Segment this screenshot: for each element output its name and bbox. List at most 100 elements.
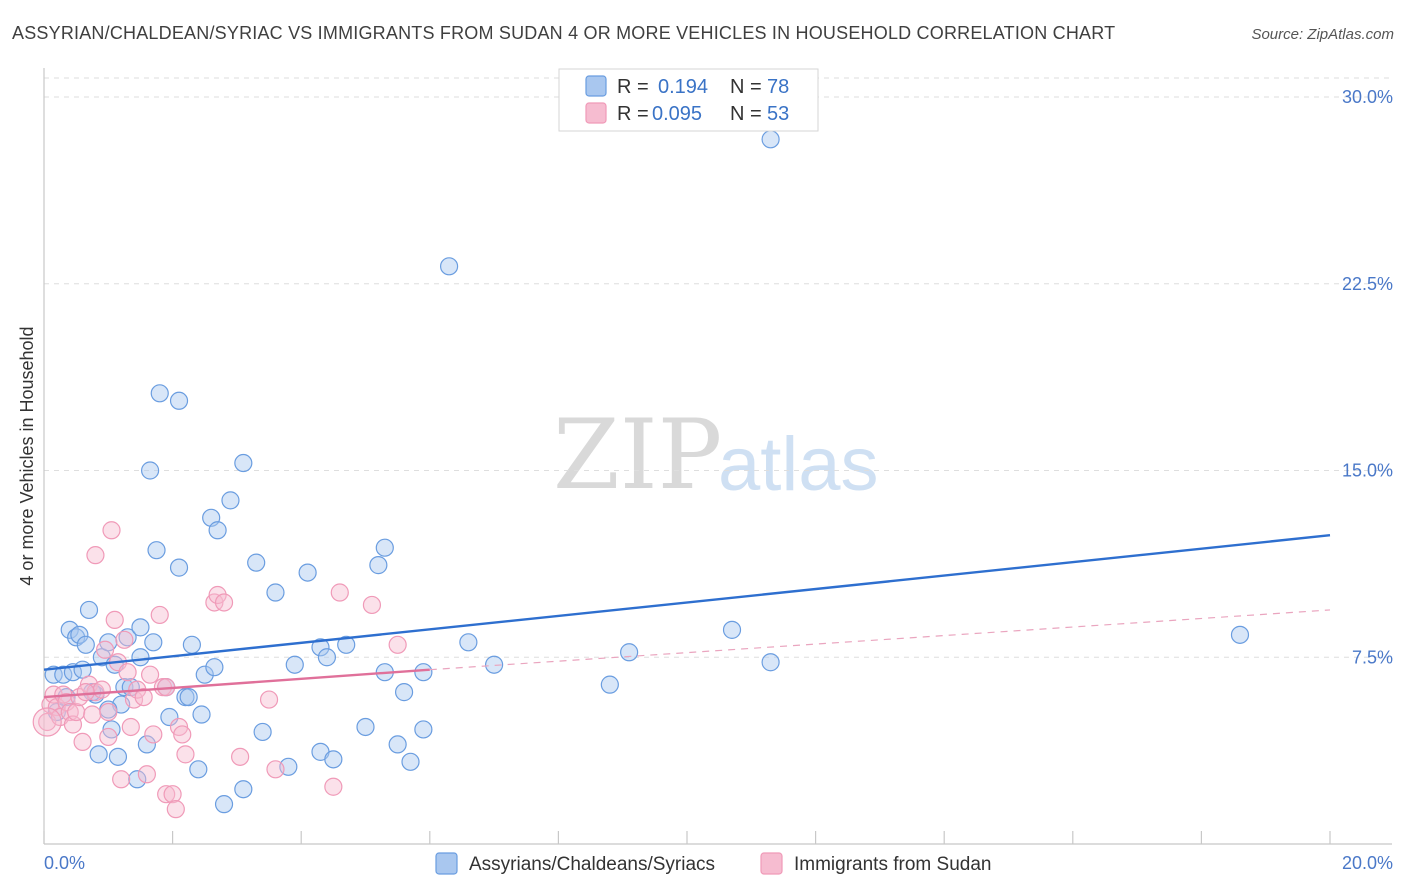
point-assyrians-26 xyxy=(147,541,166,560)
point-assyrians-18 xyxy=(118,628,137,647)
point-assyrians-71 xyxy=(761,653,780,672)
point-sudan-20 xyxy=(102,521,121,540)
point-assyrians-35 xyxy=(189,760,208,779)
point-assyrians-8 xyxy=(79,600,99,620)
gridlines xyxy=(44,77,1392,658)
point-assyrians-54 xyxy=(324,750,343,769)
points-assyrians xyxy=(44,130,1250,814)
x-tick-label-max: 20.0% xyxy=(1342,853,1393,873)
y-axis-label: 4 or more Vehicles in Household xyxy=(17,326,37,585)
point-assyrians-73 xyxy=(1230,625,1250,644)
point-assyrians-27 xyxy=(150,384,169,403)
point-assyrians-72 xyxy=(761,130,780,149)
legend-n-value-pink: 53 xyxy=(767,103,789,125)
point-assyrians-15 xyxy=(108,747,128,766)
point-assyrians-24 xyxy=(140,461,160,480)
trend-line-assyrians xyxy=(43,534,1331,671)
legend-n-value-blue: 78 xyxy=(767,76,789,98)
point-assyrians-56 xyxy=(356,717,375,737)
y-tick-label-3: 30.0% xyxy=(1342,87,1393,107)
point-assyrians-41 xyxy=(214,795,234,814)
point-assyrians-70 xyxy=(722,620,742,639)
point-assyrians-69 xyxy=(620,643,639,662)
point-assyrians-58 xyxy=(375,538,394,557)
point-assyrians-64 xyxy=(414,663,433,682)
point-sudan-23 xyxy=(112,770,131,789)
point-assyrians-5 xyxy=(70,625,89,644)
legend-n-label-pink: N = xyxy=(730,103,762,125)
point-assyrians-60 xyxy=(388,735,407,754)
point-sudan-17 xyxy=(95,640,115,659)
point-assyrians-67 xyxy=(485,655,504,674)
trend-line-sudan xyxy=(43,668,430,699)
legend-swatch-blue xyxy=(585,75,607,97)
point-assyrians-44 xyxy=(234,780,253,799)
point-sudan-13 xyxy=(83,705,102,724)
point-sudan-40 xyxy=(176,745,195,764)
chart-source: Source: ZipAtlas.com xyxy=(1251,26,1394,43)
point-sudan-32 xyxy=(144,725,163,744)
point-assyrians-53 xyxy=(317,648,337,667)
legend-r-label-pink: R = xyxy=(617,103,649,125)
point-assyrians-63 xyxy=(414,720,433,739)
point-assyrians-46 xyxy=(253,722,272,742)
point-assyrians-7 xyxy=(76,635,95,654)
legend-r-value-blue: 0.194 xyxy=(658,76,708,98)
point-assyrians-36 xyxy=(192,705,211,724)
watermark-atlas: atlas xyxy=(718,422,879,507)
point-sudan-31 xyxy=(140,665,160,684)
point-sudan-25 xyxy=(118,663,137,682)
point-assyrians-61 xyxy=(394,683,414,702)
point-assyrians-34 xyxy=(182,635,201,654)
legend-label-sudan: Immigrants from Sudan xyxy=(794,854,991,875)
point-sudan-26 xyxy=(121,717,140,737)
point-assyrians-30 xyxy=(169,391,189,410)
point-assyrians-65 xyxy=(439,257,459,276)
point-sudan-39 xyxy=(173,725,192,744)
point-assyrians-20 xyxy=(128,770,147,789)
point-assyrians-37 xyxy=(195,665,214,684)
y-tick-label-1: 15.0% xyxy=(1342,461,1393,481)
point-assyrians-47 xyxy=(266,583,285,602)
point-assyrians-31 xyxy=(169,558,189,577)
point-assyrians-50 xyxy=(298,563,317,582)
point-sudan-24 xyxy=(115,630,134,649)
point-assyrians-0 xyxy=(44,665,63,684)
point-assyrians-21 xyxy=(131,648,150,667)
legend-swatch-assyrians xyxy=(435,852,458,875)
point-assyrians-10 xyxy=(89,745,108,764)
point-assyrians-29 xyxy=(160,707,179,727)
point-sudan-30 xyxy=(137,765,156,784)
point-assyrians-40 xyxy=(208,521,227,540)
point-assyrians-45 xyxy=(247,553,266,572)
point-sudan-9 xyxy=(67,702,86,722)
point-sudan-50 xyxy=(388,635,407,654)
point-assyrians-66 xyxy=(459,633,478,652)
point-sudan-35 xyxy=(157,785,176,804)
point-sudan-21 xyxy=(105,610,124,630)
legend-n-label-blue: N = xyxy=(730,76,762,98)
point-assyrians-42 xyxy=(221,491,240,510)
point-assyrians-62 xyxy=(401,752,420,771)
point-sudan-29 xyxy=(134,687,153,707)
point-sudan-44 xyxy=(231,747,250,766)
point-sudan-49 xyxy=(362,595,382,615)
legend-r-value-pink: 0.095 xyxy=(652,103,702,125)
zipatlas-watermark: ZIP atlas xyxy=(553,399,879,511)
point-sudan-cluster xyxy=(32,707,62,737)
point-sudan-11 xyxy=(73,732,92,752)
point-assyrians-52 xyxy=(311,638,330,657)
point-sudan-43 xyxy=(214,593,234,612)
points-sudan xyxy=(32,521,407,819)
point-sudan-47 xyxy=(324,777,343,796)
y-tick-label-0: 7.5% xyxy=(1352,647,1393,667)
point-sudan-45 xyxy=(259,690,279,709)
legend-stats: R = 0.194 N = 78 R = 0.095 N = 53 xyxy=(558,68,819,132)
watermark-zip: ZIP xyxy=(553,399,722,511)
point-assyrians-23 xyxy=(137,735,156,754)
point-assyrians-4 xyxy=(67,628,86,647)
point-sudan-37 xyxy=(166,800,185,819)
point-sudan-52 xyxy=(76,683,95,702)
y-axis-tick-labels: 7.5% 15.0% 22.5% 30.0% xyxy=(1342,87,1393,667)
